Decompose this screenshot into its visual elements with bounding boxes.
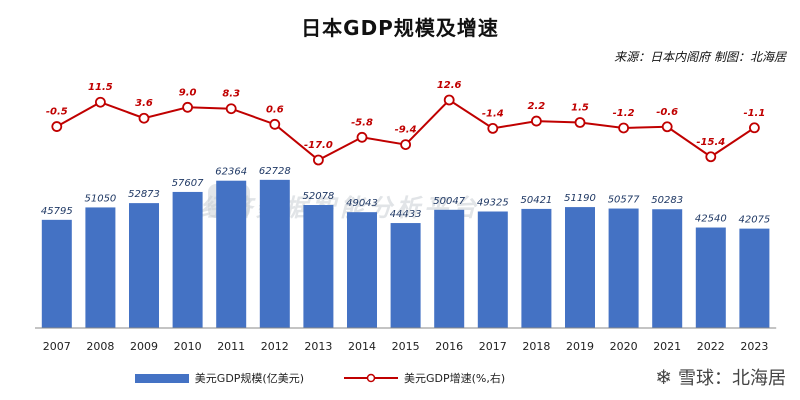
growth-point xyxy=(400,139,412,150)
gdp-bar-label: 49325 xyxy=(477,197,509,208)
growth-point xyxy=(51,121,63,132)
x-tick-label: 2021 xyxy=(653,340,681,353)
x-tick-label: 2011 xyxy=(217,340,245,353)
x-tick-label: 2012 xyxy=(261,340,289,353)
gdp-bar xyxy=(172,191,203,328)
growth-label: -15.4 xyxy=(696,137,725,148)
growth-point xyxy=(95,96,106,108)
x-tick-label: 2015 xyxy=(392,340,420,353)
gdp-bar-label: 45795 xyxy=(41,206,73,217)
growth-label: 3.6 xyxy=(135,98,153,109)
x-tick-label: 2018 xyxy=(522,340,550,353)
growth-label: -1.1 xyxy=(743,108,765,119)
x-tick-label: 2022 xyxy=(697,340,725,353)
x-tick-label: 2008 xyxy=(86,340,114,353)
legend-item-line: 美元GDP增速(%,右) xyxy=(344,370,505,386)
gdp-bar xyxy=(216,180,247,328)
gdp-bar xyxy=(347,212,377,328)
growth-label: -17.0 xyxy=(304,140,333,151)
gdp-bar-label: 50421 xyxy=(520,195,552,206)
chart-title: 日本GDP规模及增速 xyxy=(301,16,499,40)
gdp-bar xyxy=(41,219,72,328)
growth-point xyxy=(182,101,194,113)
gdp-bar xyxy=(434,209,465,328)
growth-label: -5.8 xyxy=(351,117,373,128)
gdp-bar xyxy=(695,227,726,328)
growth-point xyxy=(574,117,586,128)
gdp-bar xyxy=(608,208,639,328)
growth-point xyxy=(356,131,368,143)
x-tick-label: 2020 xyxy=(610,340,638,353)
growth-point xyxy=(531,115,542,127)
gdp-bar-label: 62728 xyxy=(259,166,291,177)
gdp-bar xyxy=(390,223,421,328)
gdp-bar-label: 62364 xyxy=(215,167,247,178)
growth-label: 0.6 xyxy=(266,104,284,115)
credit-badge: ❄ 雪球：北海居 xyxy=(655,364,786,390)
gdp-bar xyxy=(652,209,683,328)
gdp-bar-label: 52078 xyxy=(302,191,334,202)
growth-point xyxy=(487,122,499,134)
growth-label: -9.4 xyxy=(395,125,417,136)
legend-line-label: 美元GDP增速(%,右) xyxy=(404,372,506,385)
growth-label: 11.5 xyxy=(88,82,113,93)
snowball-icon: ❄ xyxy=(655,365,672,389)
growth-point xyxy=(312,154,324,166)
gdp-bar-label: 57607 xyxy=(172,178,204,189)
gdp-bar xyxy=(739,228,770,328)
growth-label: -1.2 xyxy=(613,108,635,119)
x-tick-label: 2009 xyxy=(130,340,158,353)
x-tick-label: 2023 xyxy=(740,340,768,353)
gdp-bar-label: 44433 xyxy=(390,209,422,220)
growth-point xyxy=(225,103,237,115)
gdp-bar xyxy=(565,207,595,328)
growth-label: 9.0 xyxy=(179,87,197,98)
x-tick-label: 2014 xyxy=(348,340,376,353)
gdp-bar xyxy=(259,179,290,328)
x-tick-label: 2016 xyxy=(435,340,463,353)
growth-label: 1.5 xyxy=(571,103,589,114)
source-note: 来源：日本内阁府 制图：北海居 xyxy=(614,50,786,64)
legend-item-bar: 美元GDP规模(亿美元) xyxy=(134,370,305,386)
growth-label: 2.2 xyxy=(528,101,546,112)
growth-point xyxy=(661,121,673,133)
gdp-bar-label: 49043 xyxy=(346,198,378,209)
gdp-bar-label: 51190 xyxy=(564,193,596,204)
gdp-bar-label: 52873 xyxy=(128,189,160,200)
legend-line-swatch xyxy=(344,373,399,383)
legend-bar-label: 美元GDP规模(亿美元) xyxy=(194,372,305,385)
growth-label: -0.5 xyxy=(46,107,68,118)
growth-label: -1.4 xyxy=(482,108,504,119)
gdp-bar xyxy=(303,204,334,328)
growth-point xyxy=(749,122,760,134)
credit-text: 雪球：北海居 xyxy=(678,368,786,389)
gdp-bar-label: 50577 xyxy=(608,195,640,206)
x-tick-label: 2010 xyxy=(174,340,202,353)
x-tick-label: 2017 xyxy=(479,340,507,353)
gdp-bar-label: 42540 xyxy=(695,214,727,225)
growth-label: 8.3 xyxy=(222,89,240,100)
growth-point xyxy=(443,94,455,106)
growth-point xyxy=(138,112,150,124)
growth-label: 12.6 xyxy=(437,80,462,91)
gdp-bar xyxy=(477,211,508,328)
x-tick-label: 2013 xyxy=(304,340,332,353)
gdp-bar-label: 42075 xyxy=(738,215,770,226)
gdp-bar xyxy=(521,208,552,328)
x-tick-label: 2019 xyxy=(566,340,594,353)
gdp-bar xyxy=(129,203,159,328)
chart-legend: 美元GDP规模(亿美元) 美元GDP增速(%,右) xyxy=(0,370,640,386)
gdp-bar-label: 50283 xyxy=(651,195,683,206)
x-tick-label: 2007 xyxy=(43,340,71,353)
legend-bar-swatch xyxy=(134,373,189,383)
growth-point xyxy=(269,118,281,130)
gdp-bar-label: 50047 xyxy=(433,196,465,207)
growth-point xyxy=(705,151,717,163)
growth-label: -0.6 xyxy=(656,107,678,118)
gdp-bar-label: 51050 xyxy=(84,193,116,204)
growth-point xyxy=(618,122,629,134)
gdp-bar xyxy=(85,207,116,328)
